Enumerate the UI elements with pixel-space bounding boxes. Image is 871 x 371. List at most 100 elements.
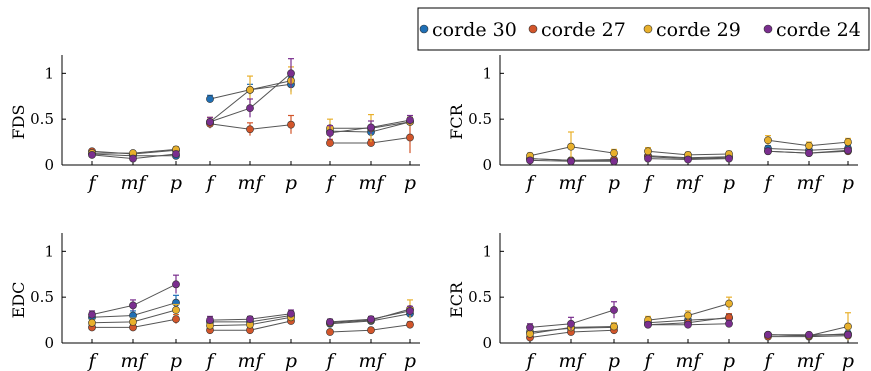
x-tick-label: f [204, 350, 216, 371]
data-point [406, 133, 414, 142]
data-point [406, 116, 414, 124]
legend-label: corde 24 [776, 19, 861, 41]
legend-item: corde 30 [419, 19, 517, 41]
data-point [610, 306, 618, 314]
data-point [206, 95, 214, 103]
x-tick-label: p [285, 172, 297, 194]
series-corde-24 [88, 58, 414, 163]
data-point [684, 311, 692, 320]
data-point [172, 306, 180, 314]
x-tick-label: f [324, 172, 336, 194]
data-point [367, 326, 375, 335]
data-point [406, 307, 414, 315]
legend-label: corde 30 [432, 19, 517, 41]
y-axis-label: FDS [9, 105, 28, 140]
x-tick-label: mf [358, 172, 386, 194]
x-tick-label: p [842, 172, 854, 194]
series-corde-27 [88, 114, 414, 158]
data-point [610, 149, 618, 157]
legend-label: corde 29 [656, 19, 741, 41]
legend-marker [528, 24, 538, 34]
y-axis-label: ECR [447, 281, 466, 318]
data-point [567, 142, 575, 151]
data-point [246, 315, 254, 324]
y-tick-label: 0 [482, 334, 492, 352]
x-tick-label: f [762, 350, 774, 371]
x-tick-label: f [204, 172, 216, 194]
y-axis-label: FCR [447, 103, 466, 139]
data-point [287, 120, 295, 129]
x-tick-label: mf [558, 350, 586, 371]
data-point [246, 85, 254, 94]
data-point [88, 318, 96, 327]
data-point [567, 157, 575, 166]
data-point [725, 319, 733, 328]
y-tick-label: 0.5 [30, 288, 54, 306]
data-point [206, 316, 214, 324]
legend-marker [643, 24, 653, 34]
data-point [844, 146, 852, 155]
data-point [644, 154, 652, 163]
data-point [206, 118, 214, 126]
legend-item: corde 29 [643, 19, 741, 41]
data-point [610, 157, 618, 166]
x-tick-label: mf [675, 172, 703, 194]
data-point [844, 138, 852, 146]
data-point [526, 156, 534, 165]
x-tick-label: f [86, 350, 98, 371]
x-tick-label: p [608, 350, 620, 371]
data-point [246, 104, 254, 113]
data-point [764, 330, 772, 339]
data-point [129, 154, 137, 163]
legend-item: corde 27 [528, 19, 626, 41]
x-tick-label: mf [237, 350, 265, 371]
data-point [844, 330, 852, 339]
data-point [805, 149, 813, 157]
data-point [287, 309, 295, 318]
data-point [326, 139, 334, 147]
series-corde-29 [526, 296, 852, 341]
data-point [88, 151, 96, 159]
y-tick-label: 1 [482, 64, 492, 82]
data-point [326, 318, 334, 326]
x-tick-label: f [86, 172, 98, 194]
legend-label: corde 27 [541, 19, 626, 41]
y-tick-label: 1 [44, 242, 54, 260]
x-tick-label: f [642, 350, 654, 371]
x-tick-label: p [723, 350, 735, 371]
x-tick-label: p [404, 172, 416, 194]
x-tick-label: p [170, 172, 182, 194]
x-tick-label: mf [796, 350, 824, 371]
x-tick-label: mf [120, 172, 148, 194]
x-tick-label: f [642, 172, 654, 194]
x-tick-label: mf [796, 172, 824, 194]
x-tick-label: p [608, 172, 620, 194]
data-point [844, 322, 852, 331]
data-point [805, 330, 813, 339]
x-tick-label: f [762, 172, 774, 194]
y-tick-label: 0.5 [30, 110, 54, 128]
data-point [367, 123, 375, 132]
data-point [684, 320, 692, 329]
series-corde-24 [88, 274, 414, 326]
data-point [764, 136, 772, 145]
data-point [88, 310, 96, 319]
data-point [406, 320, 414, 329]
data-point [367, 315, 375, 324]
data-point [326, 328, 334, 336]
legend: corde 30 corde 27 corde 29 corde 24 [417, 7, 870, 51]
data-point [526, 323, 534, 332]
x-tick-label: mf [237, 172, 265, 194]
data-point [805, 141, 813, 150]
legend-box [417, 7, 870, 51]
data-point [644, 320, 652, 329]
x-tick-label: mf [675, 350, 703, 371]
data-point [610, 322, 618, 331]
data-point [172, 150, 180, 158]
x-tick-label: p [404, 350, 416, 371]
data-point [326, 129, 334, 137]
